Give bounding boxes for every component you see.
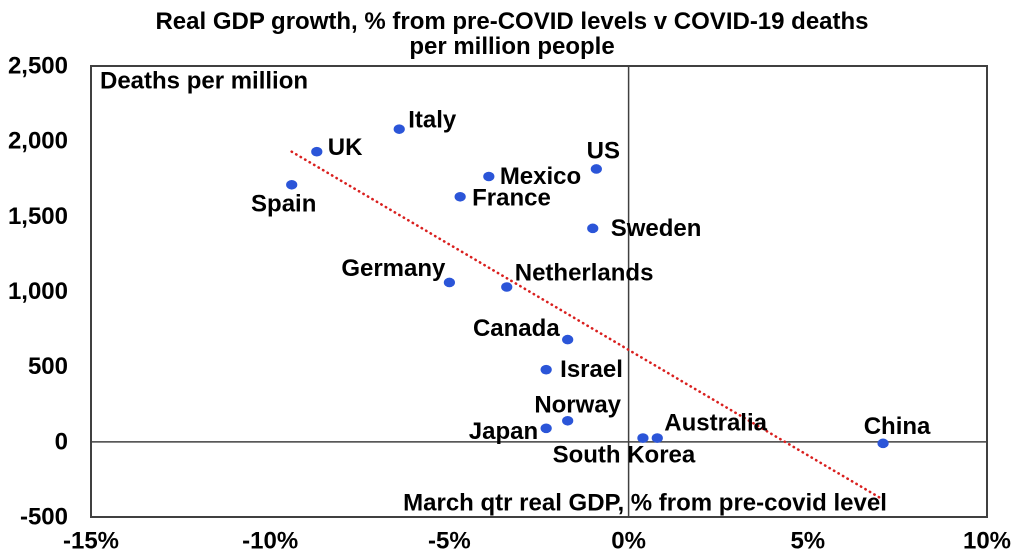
y-tick-label: 2,500 [8, 53, 68, 80]
point-label-germany: Germany [341, 255, 446, 282]
point-uk [311, 146, 323, 157]
point-label-norway: Norway [534, 391, 621, 418]
point-sweden [587, 223, 599, 234]
chart-title-line2: per million people [409, 33, 615, 60]
y-tick-label: 1,000 [8, 278, 68, 305]
point-label-netherlands: Netherlands [515, 259, 654, 286]
point-label-uk: UK [328, 134, 363, 161]
y-tick-label: -500 [20, 504, 68, 531]
point-label-china: China [864, 413, 931, 440]
point-label-italy: Italy [408, 107, 457, 134]
y-tick-label: 0 [55, 428, 68, 455]
point-israel [540, 364, 552, 375]
point-label-us: US [587, 137, 620, 164]
point-label-japan: Japan [469, 418, 538, 445]
x-tick-label: -10% [242, 528, 298, 555]
x-tick-label: 5% [790, 528, 825, 555]
y-axis-caption: Deaths per million [100, 68, 308, 95]
point-japan [540, 423, 552, 434]
point-norway [562, 415, 574, 426]
x-tick-label: -5% [428, 528, 471, 555]
point-label-mexico: Mexico [500, 163, 581, 190]
point-spain [286, 179, 298, 190]
x-tick-label: 10% [963, 528, 1011, 555]
chart-title: Real GDP growth, % from pre-COVID levels… [0, 9, 1024, 59]
x-tick-label: 0% [611, 528, 646, 555]
point-label-israel: Israel [560, 356, 623, 383]
point-label-spain: Spain [251, 190, 316, 217]
point-mexico [483, 171, 495, 182]
x-axis-caption: March qtr real GDP, % from pre-covid lev… [403, 490, 887, 517]
trendline [290, 150, 881, 499]
point-label-canada: Canada [473, 315, 560, 342]
x-tick-label: -15% [63, 528, 119, 555]
plot-border [90, 65, 988, 518]
point-australia [651, 433, 663, 443]
point-italy [393, 124, 405, 134]
point-label-australia: Australia [664, 410, 767, 437]
chart-title-line1: Real GDP growth, % from pre-COVID levels… [155, 8, 869, 35]
point-china [877, 438, 889, 449]
point-label-sweden: Sweden [611, 215, 702, 242]
point-canada [562, 334, 574, 345]
y-tick-label: 500 [28, 353, 68, 380]
point-netherlands [501, 282, 513, 292]
point-germany [443, 277, 455, 288]
y-tick-label: 1,500 [8, 203, 68, 230]
y-tick-label: 2,000 [8, 128, 68, 155]
point-label-france: France [472, 184, 551, 211]
point-label-south-korea: South Korea [553, 442, 696, 469]
point-france [454, 191, 466, 202]
point-south-korea [637, 433, 649, 443]
point-us [590, 164, 602, 174]
